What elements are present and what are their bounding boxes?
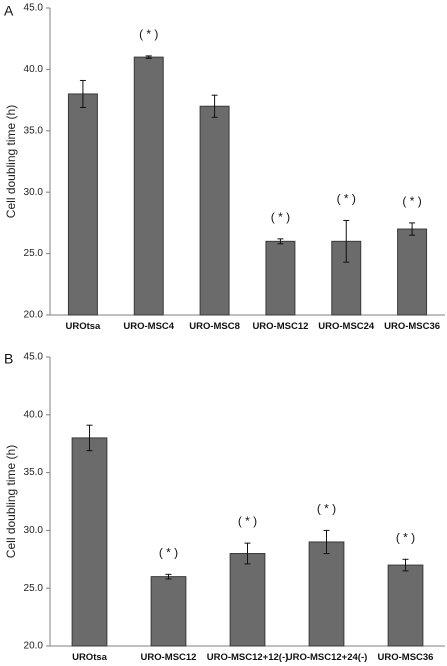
significance-label: ( * ) xyxy=(337,191,356,205)
x-tick-label: URO-MSC12 xyxy=(141,652,197,663)
significance-label: ( * ) xyxy=(271,210,290,224)
x-tick-label: URO-MSC8 xyxy=(189,321,240,332)
y-tick-label: 40.0 xyxy=(24,64,44,75)
bar xyxy=(387,564,424,647)
bar xyxy=(71,437,108,647)
bar xyxy=(265,240,296,316)
bar xyxy=(397,228,428,316)
y-tick-label: 20.0 xyxy=(24,641,44,652)
y-tick-label: 25.0 xyxy=(24,583,44,594)
bar xyxy=(308,541,345,647)
y-tick-label: 25.0 xyxy=(24,248,44,259)
x-tick-label: UROtsa xyxy=(65,321,101,332)
significance-label: ( * ) xyxy=(159,545,178,559)
significance-label: ( * ) xyxy=(139,27,158,41)
x-tick-label: URO-MSC12+24(-) xyxy=(286,652,368,663)
bar xyxy=(67,93,98,316)
y-tick-label: 45.0 xyxy=(24,352,44,363)
x-tick-label: URO-MSC12 xyxy=(252,321,308,332)
significance-label: ( * ) xyxy=(317,501,336,515)
y-axis-label: Cell doubling time (h) xyxy=(4,445,18,558)
panel-letter: A xyxy=(4,3,14,19)
significance-label: ( * ) xyxy=(402,194,421,208)
y-axis-label: Cell doubling time (h) xyxy=(4,105,18,218)
bar xyxy=(150,576,187,647)
bar xyxy=(199,105,230,316)
significance-label: ( * ) xyxy=(238,514,257,528)
y-tick-label: 30.0 xyxy=(24,525,44,536)
panel-letter: B xyxy=(4,351,13,367)
x-tick-label: UROtsa xyxy=(72,652,108,663)
x-tick-label: URO-MSC4 xyxy=(123,321,174,332)
y-tick-label: 35.0 xyxy=(24,125,44,136)
significance-label: ( * ) xyxy=(396,530,415,544)
y-tick-label: 40.0 xyxy=(24,409,44,420)
bar xyxy=(133,56,164,316)
bar xyxy=(229,553,266,647)
y-tick-label: 20.0 xyxy=(24,310,44,321)
y-tick-label: 30.0 xyxy=(24,187,44,198)
y-tick-label: 45.0 xyxy=(24,3,44,14)
x-tick-label: URO-MSC12+12(-) xyxy=(207,652,289,663)
x-tick-label: URO-MSC24 xyxy=(318,321,375,332)
x-tick-label: URO-MSC36 xyxy=(378,652,434,663)
x-tick-label: URO-MSC36 xyxy=(384,321,440,332)
y-tick-label: 35.0 xyxy=(24,467,44,478)
